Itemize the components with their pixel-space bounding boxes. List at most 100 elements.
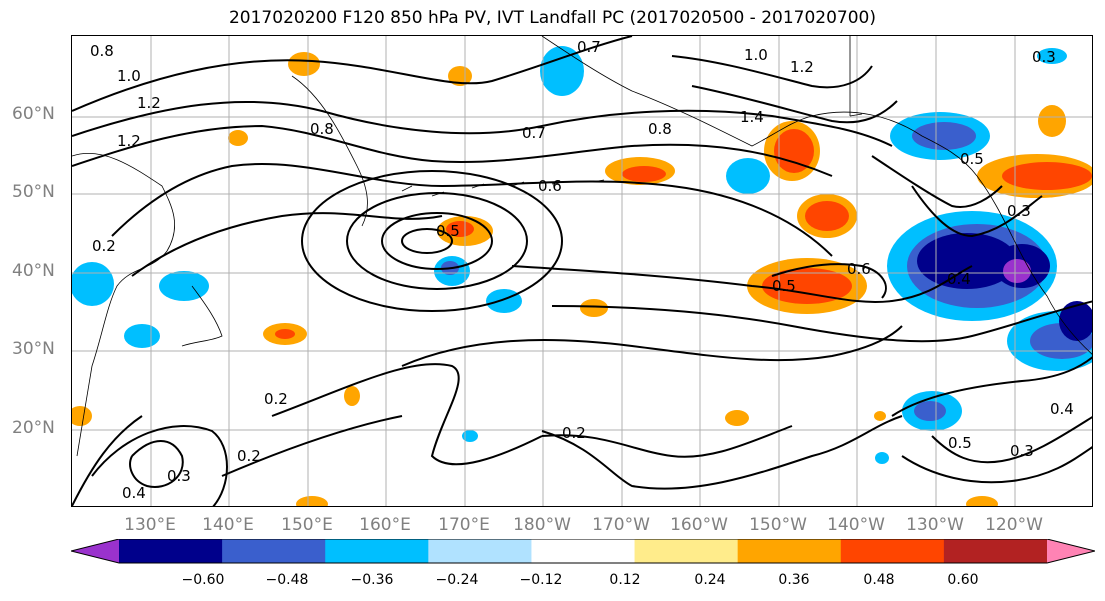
contour-label: 0.7 [577, 38, 601, 56]
lon-label: 140°W [827, 515, 885, 535]
contour-line [931, 416, 1092, 464]
colorbar-tick-label: 0.12 [609, 572, 641, 588]
colorbar-tick-label: −0.60 [181, 572, 225, 588]
contour-line [901, 446, 1092, 484]
contour-label: 0.8 [648, 120, 672, 138]
chart-title: 2017020200 F120 850 hPa PV, IVT Landfall… [228, 8, 876, 28]
lat-label: 50°N [12, 182, 55, 202]
shade-blob [124, 324, 160, 348]
colorbar-tick-label: −0.12 [519, 572, 563, 588]
contour-label: 0.4 [1050, 400, 1074, 418]
contour-line [671, 55, 873, 89]
contour-label: 1.4 [740, 108, 764, 126]
shade-blob [1038, 105, 1066, 137]
colorbar-tick-label: −0.36 [350, 572, 394, 588]
contour-line [72, 100, 893, 147]
shade-blob [762, 268, 852, 304]
contour-label: 0.5 [960, 150, 984, 168]
pv-contours [72, 36, 1092, 506]
shade-blob [288, 52, 320, 76]
contour-label: 1.2 [137, 94, 161, 112]
coastline-kamchatka [291, 75, 368, 227]
map-panel: 0.8 1.0 1.2 1.2 0.8 0.7 0.7 1.0 1.2 0.8 … [71, 35, 1093, 507]
contour-line [72, 415, 143, 506]
lon-label: 150°E [281, 515, 333, 535]
contour-line [129, 440, 184, 488]
shade-blob [448, 66, 472, 86]
lon-label: 170°E [438, 515, 490, 535]
lon-label: 180°W [513, 515, 571, 535]
lon-label: 150°W [749, 515, 807, 535]
contour-line [91, 425, 228, 506]
colorbar [71, 539, 1095, 564]
colorbar-outline [71, 539, 1095, 564]
contour-label: 0.2 [237, 447, 261, 465]
shade-blob [774, 129, 814, 173]
coastline-na-west [976, 175, 1092, 355]
lat-label: 30°N [12, 339, 55, 359]
colorbar-segment [634, 539, 739, 563]
colorbar-segment [119, 539, 223, 563]
colorbar-segment [222, 539, 326, 563]
contour-line [691, 85, 898, 124]
colorbar-tick-label: 0.36 [778, 572, 810, 588]
colorbar-tick-label: 0.60 [947, 572, 979, 588]
shade-blob [1059, 301, 1092, 341]
lat-label: 60°N [12, 104, 55, 124]
contour-line [551, 300, 1092, 343]
colorbar-tick-label: −0.24 [435, 572, 479, 588]
contour-line [271, 363, 543, 466]
coastline-japan [181, 285, 223, 347]
map-plot: 0.8 1.0 1.2 1.2 0.8 0.7 0.7 1.0 1.2 0.8 … [72, 36, 1092, 506]
contour-label: 0.3 [167, 467, 191, 485]
shade-blob [805, 201, 849, 231]
contour-label: 0.4 [947, 270, 971, 288]
lon-label: 140°E [202, 515, 254, 535]
shade-blob [917, 233, 1017, 289]
contour-line [771, 263, 887, 299]
lon-label: 120°W [985, 515, 1043, 535]
contour-line [871, 155, 1003, 208]
lat-label: 20°N [12, 418, 55, 438]
contour-label: 0.7 [522, 124, 546, 142]
colorbar-tick-label: −0.48 [265, 572, 309, 588]
gridlines [72, 36, 1092, 506]
contour-label: 0.5 [772, 277, 796, 295]
contour-label-group: 0.8 1.0 1.2 1.2 0.8 0.7 0.7 1.0 1.2 0.8 … [90, 38, 1074, 502]
shade-blob [966, 496, 998, 506]
contour-label: 0.2 [264, 390, 288, 408]
contour-line [541, 425, 793, 458]
shade-blob [344, 386, 360, 406]
colorbar-segment [531, 539, 636, 563]
shade-blob [228, 130, 248, 146]
contour-label: 0.6 [538, 177, 562, 195]
contour-line [911, 185, 1043, 238]
colorbar-segment [71, 539, 119, 563]
shade-blob [1037, 48, 1067, 64]
contour-line [72, 36, 633, 112]
colorbar-segment [737, 539, 842, 563]
contour-label: 0.3 [1007, 202, 1031, 220]
contour-line [401, 325, 903, 367]
contour-label: 1.2 [117, 132, 141, 150]
shade-blob [446, 221, 474, 237]
contour-line [111, 162, 833, 257]
shade-blob [726, 158, 770, 194]
contour-label: 1.2 [790, 58, 814, 76]
colorbar-tick-label: 0.24 [694, 572, 726, 588]
contour-line [72, 124, 833, 177]
contour-line [511, 265, 973, 303]
shade-blob [1002, 162, 1092, 190]
contour-line [131, 212, 443, 277]
contour-line [221, 415, 403, 477]
border-line [849, 36, 863, 117]
contour-line [541, 415, 903, 490]
shade-blob [1003, 259, 1031, 283]
shade-blob [874, 411, 886, 421]
lon-label: 160°E [359, 515, 411, 535]
contour-label: 0.3 [1032, 48, 1056, 66]
shade-blob [486, 289, 522, 313]
contour-label: 1.0 [744, 46, 768, 64]
contour-label: 0.2 [92, 237, 116, 255]
contour-label: 0.6 [847, 260, 871, 278]
